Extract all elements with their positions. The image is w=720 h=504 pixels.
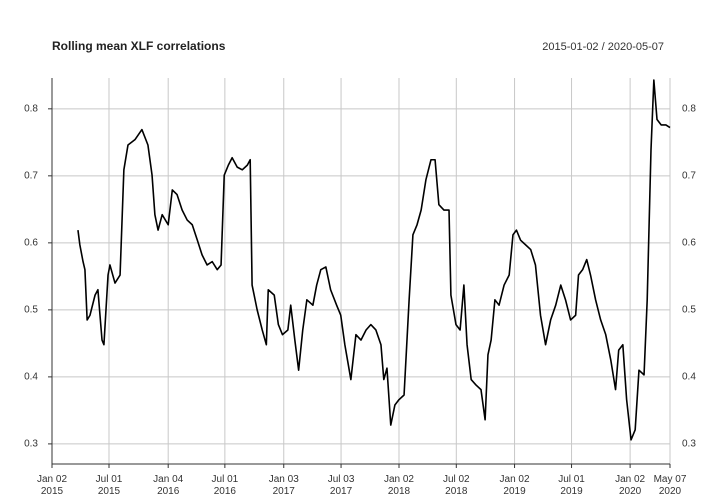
x-tick-label: Jan 02 2019: [499, 474, 530, 497]
y-tick-label-right: 0.7: [682, 170, 696, 181]
y-tick-label-right: 0.8: [682, 103, 696, 114]
y-tick-label: 0.4: [24, 372, 38, 383]
y-tick-label-right: 0.3: [682, 439, 696, 450]
x-tick-label: Jul 01 2016: [211, 474, 239, 497]
x-tick-label: Jan 02 2018: [383, 474, 414, 497]
x-tick-label: Jan 03 2017: [268, 474, 299, 497]
x-tick-label: Jul 02 2018: [442, 474, 470, 497]
x-tick-label: Jan 04 2016: [153, 474, 184, 497]
y-tick-label: 0.8: [24, 103, 38, 114]
y-tick-label: 0.6: [24, 237, 38, 248]
x-tick-label: Jul 03 2017: [327, 474, 355, 497]
data-line: [77, 79, 671, 441]
x-tick-label: Jan 02 2015: [36, 474, 68, 497]
x-tick-label: Jul 01 2015: [95, 474, 123, 497]
x-tick-label: Jul 01 2019: [558, 474, 585, 497]
y-tick-label: 0.3: [24, 439, 38, 450]
y-tick-label: 0.5: [24, 305, 38, 316]
y-tick-label-right: 0.4: [682, 372, 696, 383]
chart-subtitle: 2015-01-02 / 2020-05-07: [542, 41, 664, 53]
y-tick-label-right: 0.5: [682, 305, 696, 316]
x-tick-label: Jan 02 2020: [615, 474, 646, 497]
x-tick-label: May 07 2020: [653, 474, 687, 497]
y-tick-label: 0.7: [24, 170, 38, 181]
chart-title: Rolling mean XLF correlations: [52, 39, 226, 53]
y-tick-label-right: 0.6: [682, 237, 696, 248]
